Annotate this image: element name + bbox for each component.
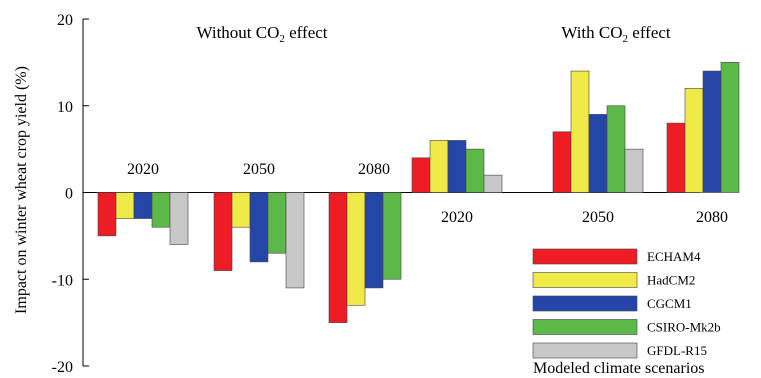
y-tick-label: -20 bbox=[52, 359, 73, 376]
bar-hadcm2 bbox=[684, 88, 704, 193]
legend-label-csiro-mk2b: CSIRO-Mk2b bbox=[647, 320, 721, 335]
bar-csiro-mk2b bbox=[267, 192, 287, 254]
panel-title: With CO2 effect bbox=[561, 23, 671, 45]
legend-label-gfdl-r15: GFDL-R15 bbox=[647, 343, 707, 358]
category-label: 2020 bbox=[441, 209, 473, 226]
legend-swatch-echam4 bbox=[532, 248, 638, 265]
bar-cgcm1 bbox=[249, 192, 269, 263]
bar-echam4 bbox=[213, 192, 233, 271]
bar-cgcm1 bbox=[133, 192, 153, 219]
bar-gfdl-r15 bbox=[483, 174, 503, 193]
y-axis-label: Impact on winter wheat crop yield (%) bbox=[13, 66, 30, 314]
bar-cgcm1 bbox=[702, 70, 722, 193]
bar-hadcm2 bbox=[570, 70, 590, 193]
bar-echam4 bbox=[328, 192, 348, 323]
legend-label-echam4: ECHAM4 bbox=[647, 249, 701, 264]
legend-swatch-gfdl-r15 bbox=[532, 342, 638, 359]
y-tick-label: 0 bbox=[65, 186, 73, 203]
category-label: 2020 bbox=[127, 161, 159, 178]
bar-gfdl-r15 bbox=[285, 192, 305, 289]
legend-swatch-csiro-mk2b bbox=[532, 319, 638, 335]
bar-csiro-mk2b bbox=[465, 148, 485, 193]
category-labels: 2020 2050 2080 2020 2050 2080 bbox=[127, 161, 728, 226]
category-label: 2050 bbox=[582, 209, 614, 226]
legend-label-cgcm1: CGCM1 bbox=[647, 296, 692, 311]
bar-csiro-mk2b bbox=[606, 105, 626, 193]
bar-echam4 bbox=[552, 131, 572, 193]
y-tick-label: 20 bbox=[57, 12, 73, 29]
panel-titles: Without CO2 effect With CO2 effect bbox=[196, 23, 670, 45]
bar-cgcm1 bbox=[364, 192, 384, 289]
legend-swatch-hadcm2 bbox=[532, 272, 638, 288]
bar-hadcm2 bbox=[429, 140, 449, 193]
panel-title: Without CO2 effect bbox=[196, 23, 327, 45]
y-tick-label: -10 bbox=[52, 272, 73, 289]
bar-gfdl-r15 bbox=[169, 192, 189, 245]
category-label: 2050 bbox=[243, 161, 275, 178]
bars bbox=[97, 62, 740, 323]
bar-hadcm2 bbox=[346, 192, 366, 306]
bar-echam4 bbox=[411, 157, 431, 193]
category-label: 2080 bbox=[358, 161, 390, 178]
bar-gfdl-r15 bbox=[624, 148, 644, 193]
legend-title: Modeled climate scenarios bbox=[533, 360, 705, 377]
bar-echam4 bbox=[97, 192, 117, 237]
bar-csiro-mk2b bbox=[382, 192, 402, 280]
y-tick-label: 10 bbox=[57, 99, 73, 116]
legend: ECHAM4 HadCM2 CGCM1 CSIRO-Mk2b GFDL-R15 Model… bbox=[532, 248, 721, 377]
bar-hadcm2 bbox=[231, 192, 251, 228]
category-label: 2080 bbox=[696, 209, 728, 226]
bar-csiro-mk2b bbox=[151, 192, 171, 228]
bar-csiro-mk2b bbox=[720, 62, 740, 193]
legend-swatch-cgcm1 bbox=[532, 295, 638, 312]
legend-label-hadcm2: HadCM2 bbox=[647, 273, 695, 288]
bar-echam4 bbox=[666, 122, 686, 193]
bar-cgcm1 bbox=[447, 140, 467, 193]
bar-cgcm1 bbox=[588, 114, 608, 193]
bar-hadcm2 bbox=[115, 192, 135, 219]
